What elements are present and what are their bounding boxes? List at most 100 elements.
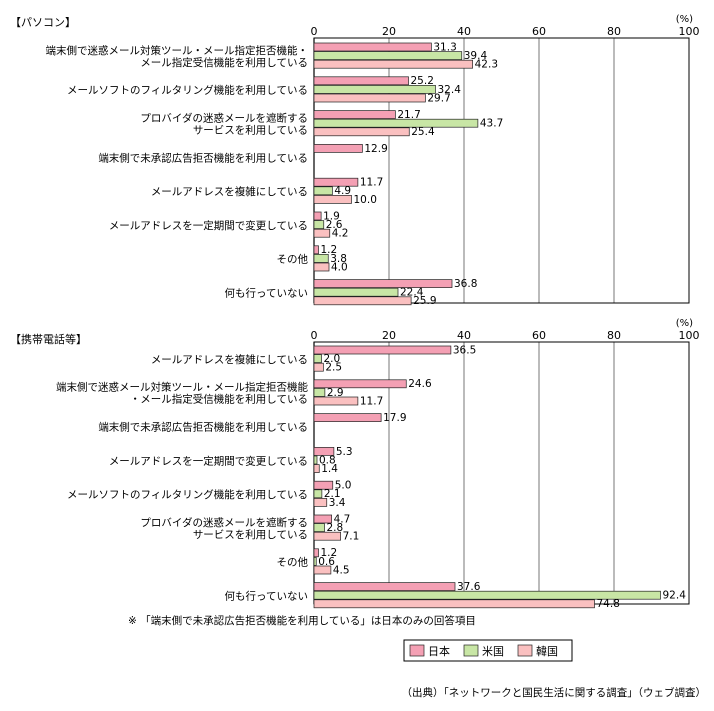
bar-japan xyxy=(313,413,382,422)
bar-korea xyxy=(313,93,426,103)
data-label: 29.7 xyxy=(427,92,450,104)
bar-japan xyxy=(313,379,407,389)
bar-usa xyxy=(313,557,317,566)
bar-usa xyxy=(313,118,479,128)
data-label: 74.8 xyxy=(597,598,620,610)
data-label: 2.9 xyxy=(327,387,344,399)
legend-label: 米国 xyxy=(482,645,504,658)
data-label: 5.3 xyxy=(336,446,353,458)
category-label: 端末側で未承認広告拒否機能を利用している xyxy=(98,151,308,164)
bar-usa xyxy=(313,590,661,600)
data-label: 25.9 xyxy=(413,295,436,307)
category-label: その他 xyxy=(277,253,309,266)
unit-label: (%) xyxy=(676,318,693,329)
bar-japan xyxy=(313,76,409,86)
bar-usa xyxy=(313,51,463,60)
x-tick-label: 20 xyxy=(382,329,396,342)
data-label: 2.5 xyxy=(325,362,342,374)
category-label: その他 xyxy=(277,556,309,569)
category-label: 端末側で迷惑メール対策ツール・メール指定拒否機能 xyxy=(56,381,308,394)
legend-swatch xyxy=(463,644,479,657)
category-label: メールアドレスを一定期間で変更している xyxy=(109,454,308,467)
category-label: メールソフトのフィルタリング機能を利用している xyxy=(67,488,308,501)
data-label: 31.3 xyxy=(433,41,456,53)
x-tick-label: 60 xyxy=(532,25,546,38)
x-tick-label: 40 xyxy=(457,329,471,342)
bar-korea xyxy=(313,195,352,204)
bar-usa xyxy=(313,85,436,94)
bar-japan xyxy=(313,245,319,255)
bar-korea xyxy=(313,531,341,541)
data-label: 1.4 xyxy=(321,463,338,475)
data-label: 1.2 xyxy=(321,547,338,559)
footnote: ※ 「端末側で未承認広告拒否機能を利用している」は日本のみの回答項目 xyxy=(128,614,476,627)
data-label: 43.7 xyxy=(480,118,503,130)
data-label: 25.4 xyxy=(411,126,435,138)
bar-usa xyxy=(313,523,325,532)
bar-japan xyxy=(313,582,456,591)
bar-japan xyxy=(313,211,322,221)
legend-swatch xyxy=(409,644,425,657)
data-label: 3.4 xyxy=(329,497,346,509)
data-label: 11.7 xyxy=(360,177,383,189)
category-label: 何も行っていない xyxy=(225,287,308,300)
category-label: プロバイダの迷惑メールを遮断する xyxy=(140,516,308,529)
category-label: メールソフトのフィルタリング機能を利用している xyxy=(67,84,308,97)
category-label: 何も行っていない xyxy=(225,590,308,603)
x-tick-label: 100 xyxy=(679,329,700,342)
bar-usa xyxy=(313,287,399,297)
bar-japan xyxy=(313,447,335,456)
data-label: 3.8 xyxy=(330,253,347,265)
data-label: 7.1 xyxy=(343,531,360,543)
data-label: 22.4 xyxy=(400,287,424,299)
category-label: サービスを利用している xyxy=(193,529,308,541)
bar-korea xyxy=(313,228,331,238)
x-tick-label: 60 xyxy=(532,329,546,342)
bar-korea xyxy=(313,362,324,372)
x-tick-label: 100 xyxy=(679,25,700,38)
x-tick-label: 40 xyxy=(457,25,471,38)
bar-japan xyxy=(313,110,396,119)
panel-title: 【携帯電話等】 xyxy=(10,332,87,346)
data-label: 4.2 xyxy=(332,228,349,240)
category-label: メールアドレスを複雑にしている xyxy=(151,185,308,198)
bar-korea xyxy=(313,498,328,507)
category-label: メールアドレスを一定期間で変更している xyxy=(109,219,308,232)
bar-usa xyxy=(313,489,323,499)
bar-korea xyxy=(313,396,359,406)
x-tick-label: 80 xyxy=(607,329,621,342)
data-label: 11.7 xyxy=(360,395,383,407)
category-label: メールアドレスを複雑にしている xyxy=(151,353,308,366)
data-label: 17.9 xyxy=(383,412,406,424)
data-label: 1.2 xyxy=(321,244,338,256)
data-label: 92.4 xyxy=(663,590,687,602)
legend-swatch xyxy=(517,644,533,657)
bar-japan xyxy=(313,144,363,153)
category-label: 端末側で未承認広告拒否機能を利用している xyxy=(98,421,308,434)
bar-usa xyxy=(313,455,318,465)
source-note: （出典）「ネットワークと国民生活に関する調査」（ウェブ調査） xyxy=(402,686,707,699)
legend-label: 韓国 xyxy=(536,645,558,658)
bar-usa xyxy=(313,354,322,363)
panel-title: 【パソコン】 xyxy=(10,16,76,29)
data-label: 2.8 xyxy=(327,522,344,534)
data-label: 39.4 xyxy=(464,50,488,62)
bar-korea xyxy=(313,262,330,272)
data-label: 5.0 xyxy=(335,480,352,492)
bar-usa xyxy=(313,186,333,196)
data-label: 10.0 xyxy=(354,194,377,206)
category-label: サービスを利用している xyxy=(193,125,308,137)
legend-label: 日本 xyxy=(428,644,450,658)
bar-japan xyxy=(313,279,453,288)
data-label: 36.5 xyxy=(453,344,476,356)
data-label: 25.2 xyxy=(411,75,434,87)
bar-japan xyxy=(313,548,319,558)
data-label: 32.4 xyxy=(438,84,462,96)
bar-korea xyxy=(313,464,320,473)
data-label: 21.7 xyxy=(397,109,420,121)
bar-korea xyxy=(313,59,473,69)
x-tick-label: 20 xyxy=(382,25,396,38)
data-label: 4.0 xyxy=(331,261,348,273)
data-label: 37.6 xyxy=(457,581,481,593)
